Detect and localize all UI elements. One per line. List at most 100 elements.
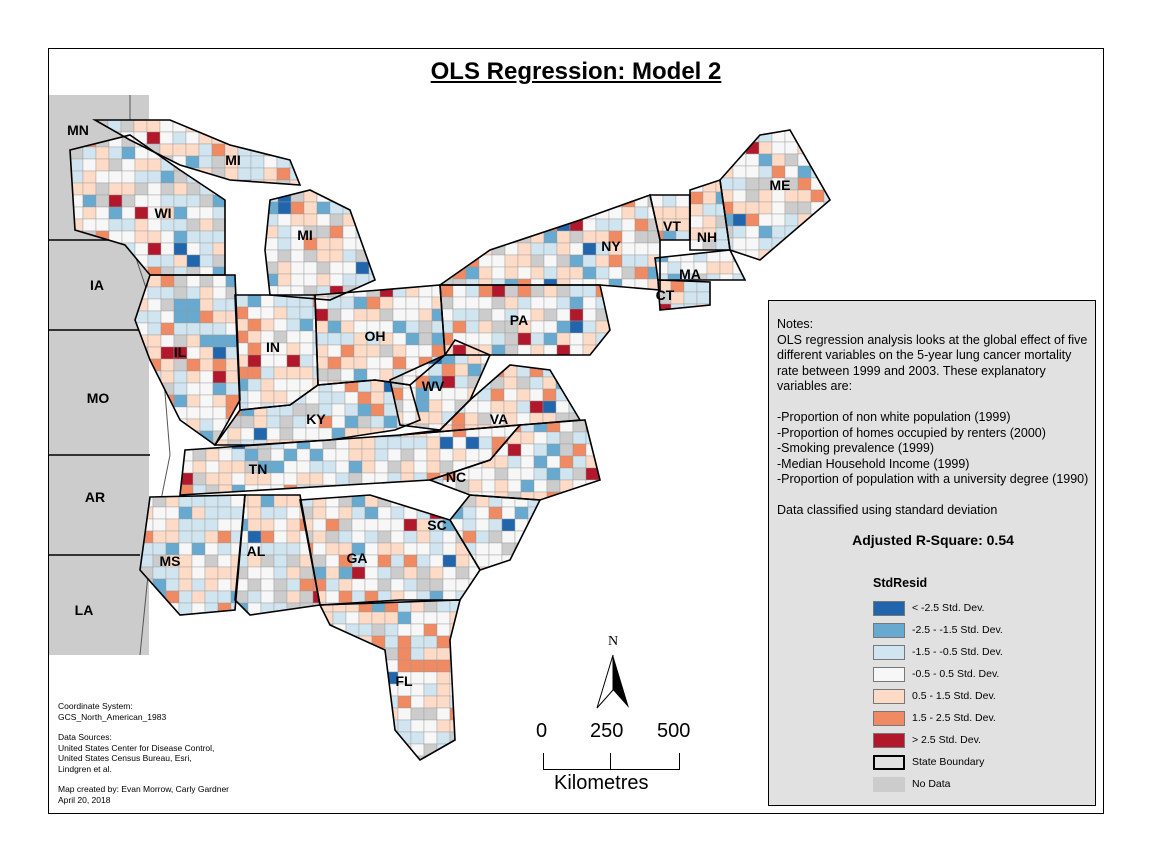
county xyxy=(172,131,187,145)
county xyxy=(345,611,360,625)
county xyxy=(465,266,480,280)
county xyxy=(312,495,327,508)
county xyxy=(440,218,454,232)
county xyxy=(342,261,357,275)
county xyxy=(374,448,389,462)
county xyxy=(358,611,373,625)
county xyxy=(231,460,246,474)
county xyxy=(449,635,460,649)
county xyxy=(340,296,355,310)
county xyxy=(429,542,444,556)
county xyxy=(384,647,399,661)
county xyxy=(325,554,340,568)
county xyxy=(250,167,265,181)
county xyxy=(186,406,201,420)
county xyxy=(436,611,451,625)
county xyxy=(345,719,360,733)
county xyxy=(329,213,344,227)
state-label-nh: NH xyxy=(697,229,717,245)
county xyxy=(332,671,347,685)
state-label-ct: CT xyxy=(656,287,675,303)
county xyxy=(217,578,232,592)
variable: -Proportion of population with a univers… xyxy=(777,472,1089,486)
county xyxy=(329,225,344,239)
county xyxy=(351,530,366,544)
county xyxy=(501,566,516,570)
county xyxy=(771,213,786,227)
state-boundary-ma xyxy=(654,249,747,281)
map-frame xyxy=(48,48,1104,814)
county xyxy=(134,182,149,196)
legend-swatch xyxy=(873,667,905,682)
north-label: N xyxy=(608,634,618,649)
county xyxy=(598,479,600,493)
county xyxy=(247,530,262,544)
county xyxy=(823,249,830,260)
county xyxy=(441,363,456,377)
county xyxy=(199,358,214,372)
county xyxy=(384,623,399,637)
county xyxy=(392,344,407,358)
county xyxy=(436,683,451,697)
county xyxy=(517,296,532,310)
county xyxy=(634,266,649,280)
county xyxy=(745,213,760,227)
county xyxy=(199,418,214,432)
county xyxy=(530,308,545,322)
county xyxy=(491,296,506,310)
county xyxy=(348,448,363,462)
state-label-pa: PA xyxy=(510,312,528,328)
county xyxy=(405,308,420,322)
county xyxy=(598,455,600,469)
county xyxy=(199,382,214,396)
county xyxy=(344,391,359,405)
county xyxy=(390,542,405,556)
state-label-oh: OH xyxy=(365,328,386,344)
county xyxy=(332,647,347,661)
county xyxy=(449,695,460,709)
county xyxy=(810,177,825,191)
county xyxy=(238,275,240,288)
county xyxy=(387,436,402,450)
county xyxy=(608,266,623,280)
county xyxy=(265,201,279,215)
county xyxy=(342,225,357,239)
county xyxy=(568,365,580,378)
county xyxy=(218,448,233,462)
county xyxy=(491,266,506,280)
county xyxy=(250,131,265,145)
county xyxy=(366,356,381,370)
county xyxy=(520,479,535,493)
county xyxy=(160,254,175,268)
county xyxy=(355,190,370,203)
county xyxy=(316,273,331,287)
county xyxy=(517,206,532,220)
county xyxy=(517,285,532,298)
state-label-va: VA xyxy=(490,411,508,427)
county xyxy=(797,201,812,215)
county xyxy=(410,611,425,625)
county xyxy=(147,170,162,184)
county xyxy=(325,566,340,580)
county xyxy=(353,296,368,310)
county xyxy=(823,141,830,155)
county xyxy=(134,158,149,172)
county xyxy=(276,167,291,181)
county xyxy=(503,376,518,390)
county xyxy=(322,460,337,474)
county xyxy=(191,590,206,604)
county xyxy=(608,308,610,322)
state-label-nc: NC xyxy=(446,469,466,485)
county xyxy=(211,120,226,133)
county xyxy=(371,695,386,709)
county xyxy=(230,495,245,508)
county xyxy=(517,195,532,208)
county xyxy=(517,332,532,346)
county xyxy=(543,254,558,268)
county xyxy=(178,590,193,604)
state-label-il: IL xyxy=(174,344,187,360)
county xyxy=(410,743,425,757)
county xyxy=(823,213,830,227)
county xyxy=(159,120,174,133)
county xyxy=(426,460,441,474)
